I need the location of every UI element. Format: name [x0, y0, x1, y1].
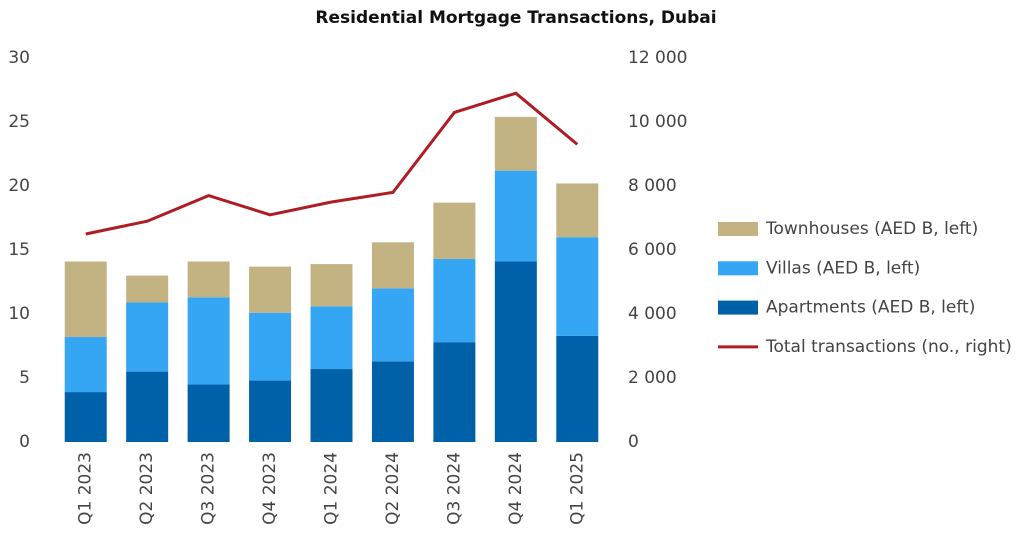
bar — [126, 302, 169, 372]
legend-swatch — [718, 261, 758, 276]
bar — [64, 392, 107, 442]
legend-label: Apartments (AED B, left) — [766, 298, 975, 318]
bar — [310, 369, 353, 442]
bar — [433, 342, 476, 442]
y-tick-label: 15 — [8, 240, 30, 260]
bar — [494, 170, 537, 262]
bar — [187, 297, 230, 385]
x-tick-label: Q4 2024 — [506, 452, 526, 525]
bar — [187, 261, 230, 298]
y-tick-label: 5 — [19, 368, 30, 388]
x-tick-label: Q1 2025 — [567, 452, 587, 525]
bar — [64, 261, 107, 338]
bar — [433, 202, 476, 259]
bar — [64, 337, 107, 393]
chart-title: Residential Mortgage Transactions, Dubai — [315, 8, 716, 28]
x-tick-label: Q1 2024 — [322, 452, 342, 525]
y2-tick-label: 4 000 — [628, 304, 677, 324]
x-tick-label: Q1 2023 — [76, 452, 96, 525]
bar — [249, 380, 292, 442]
bar — [187, 384, 230, 442]
x-tick-label: Q2 2023 — [137, 452, 157, 525]
bar — [310, 264, 353, 307]
bar — [310, 306, 353, 370]
y2-tick-label: 0 — [628, 432, 639, 452]
bar — [433, 258, 476, 343]
y2-tick-label: 6 000 — [628, 240, 677, 260]
legend-label: Townhouses (AED B, left) — [765, 219, 978, 239]
bar — [371, 242, 414, 289]
x-tick-label: Q2 2024 — [383, 452, 403, 525]
y2-tick-label: 12 000 — [628, 48, 687, 68]
legend-swatch — [718, 222, 758, 236]
bar — [556, 335, 599, 442]
y-tick-label: 30 — [8, 48, 30, 68]
bar — [371, 361, 414, 442]
bar — [371, 288, 414, 362]
bar — [126, 275, 169, 303]
x-tick-label: Q3 2023 — [199, 452, 219, 525]
bar — [494, 116, 537, 171]
bar — [249, 266, 292, 313]
bar — [556, 237, 599, 336]
legend-label: Total transactions (no., right) — [765, 337, 1012, 357]
x-tick-label: Q4 2023 — [260, 452, 280, 525]
y-tick-label: 25 — [8, 112, 30, 132]
y-tick-label: 0 — [19, 432, 30, 452]
y2-tick-label: 10 000 — [628, 112, 687, 132]
y-tick-label: 10 — [8, 304, 30, 324]
bar — [249, 312, 292, 381]
y-tick-label: 20 — [8, 176, 30, 196]
y2-tick-label: 2 000 — [628, 368, 677, 388]
x-tick-label: Q3 2024 — [444, 452, 464, 525]
line — [85, 91, 579, 236]
bar — [126, 371, 169, 442]
y2-tick-label: 8 000 — [628, 176, 677, 196]
bar — [494, 261, 537, 442]
legend-label: Villas (AED B, left) — [766, 258, 920, 278]
bar — [556, 183, 599, 238]
legend-swatch — [718, 300, 758, 315]
